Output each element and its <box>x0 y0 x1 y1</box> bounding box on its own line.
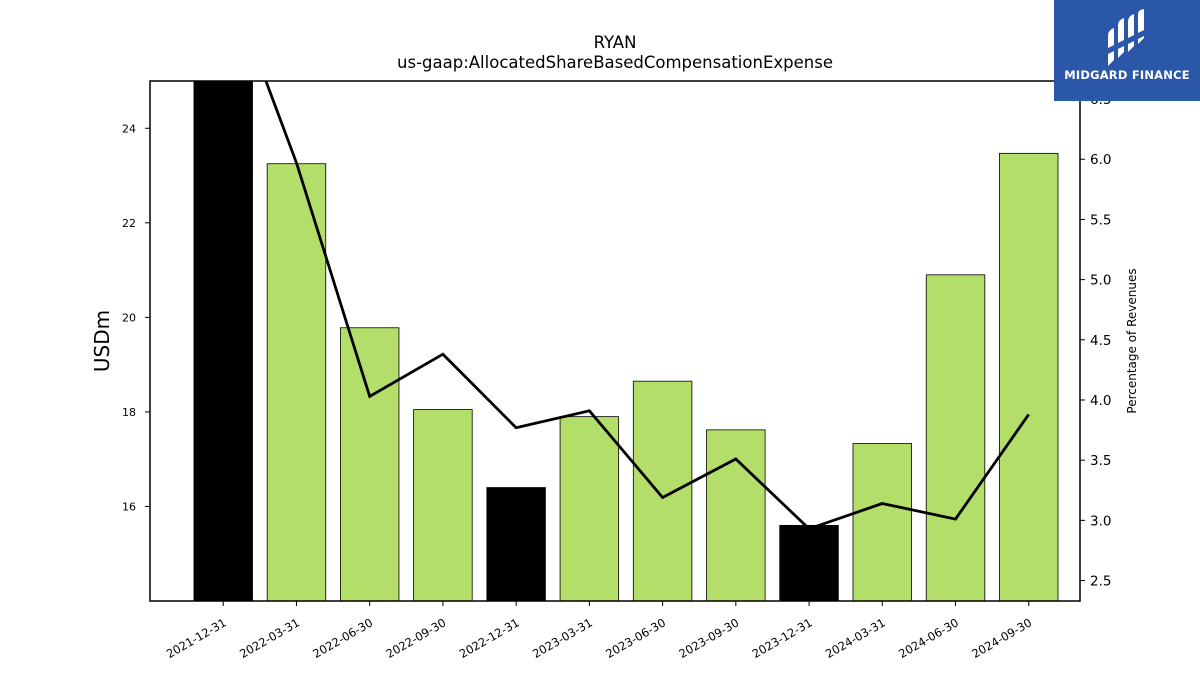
bar <box>339 327 400 601</box>
bar <box>413 409 473 601</box>
brand-logo-text: MIDGARD FINANCE <box>1064 68 1190 82</box>
chart-subtitle: us-gaap:AllocatedShareBasedCompensationE… <box>397 53 833 72</box>
x-tick-label: 2022-09-30 <box>384 615 449 661</box>
y-tick-label-right: 4.5 <box>1090 333 1111 349</box>
x-tick-label: 2023-09-30 <box>676 615 741 661</box>
midgard-logo-icon <box>1108 9 1144 66</box>
y-tick-label-left: 22 <box>122 217 136 230</box>
brand-logo: MIDGARD FINANCE <box>1054 0 1200 101</box>
bar <box>266 163 327 601</box>
bar <box>632 380 693 601</box>
bar <box>486 487 546 601</box>
y-tick-label-left: 16 <box>122 500 136 513</box>
x-tick-label: 2024-03-31 <box>823 615 888 661</box>
bar <box>706 429 766 601</box>
x-tick-label: 2023-12-31 <box>750 615 815 661</box>
bar <box>779 524 839 601</box>
y-tick-label-right: 3.0 <box>1090 513 1111 529</box>
bar <box>925 274 986 601</box>
bar <box>999 152 1059 601</box>
x-tick-label: 2024-09-30 <box>969 615 1034 661</box>
y-tick-label-right: 5.0 <box>1090 273 1111 289</box>
y-tick-label-right: 4.0 <box>1090 393 1111 409</box>
x-tick-label: 2023-03-31 <box>530 615 595 661</box>
x-tick-label: 2022-12-31 <box>457 615 522 661</box>
y-tick-label-left: 24 <box>122 122 136 135</box>
y-tick-label-right: 3.5 <box>1090 453 1111 469</box>
y-tick-label-right: 6.0 <box>1090 152 1111 168</box>
y-axis-label-left: USDm <box>90 310 114 372</box>
bar <box>559 416 620 601</box>
chart-title: RYAN <box>594 33 637 52</box>
y-axis-label-right: Percentage of Revenues <box>1125 268 1139 413</box>
y-tick-label-left: 20 <box>122 311 136 324</box>
y-tick-label-right: 5.5 <box>1090 212 1111 228</box>
x-tick-label: 2021-12-31 <box>164 615 229 661</box>
x-tick-label: 2022-06-30 <box>310 615 375 661</box>
x-tick-label: 2022-03-31 <box>237 615 302 661</box>
line-group <box>264 81 1030 531</box>
plot-frame <box>149 80 1081 602</box>
x-tick-label: 2024-06-30 <box>896 615 961 661</box>
y-tick-label-right: 2.5 <box>1090 574 1111 590</box>
x-tick-label: 2023-06-30 <box>603 615 668 661</box>
y-tick-label-left: 18 <box>122 406 136 419</box>
percentage-line <box>264 81 1030 531</box>
bar <box>852 443 912 601</box>
bar-group <box>193 81 1059 601</box>
bar <box>193 81 253 601</box>
